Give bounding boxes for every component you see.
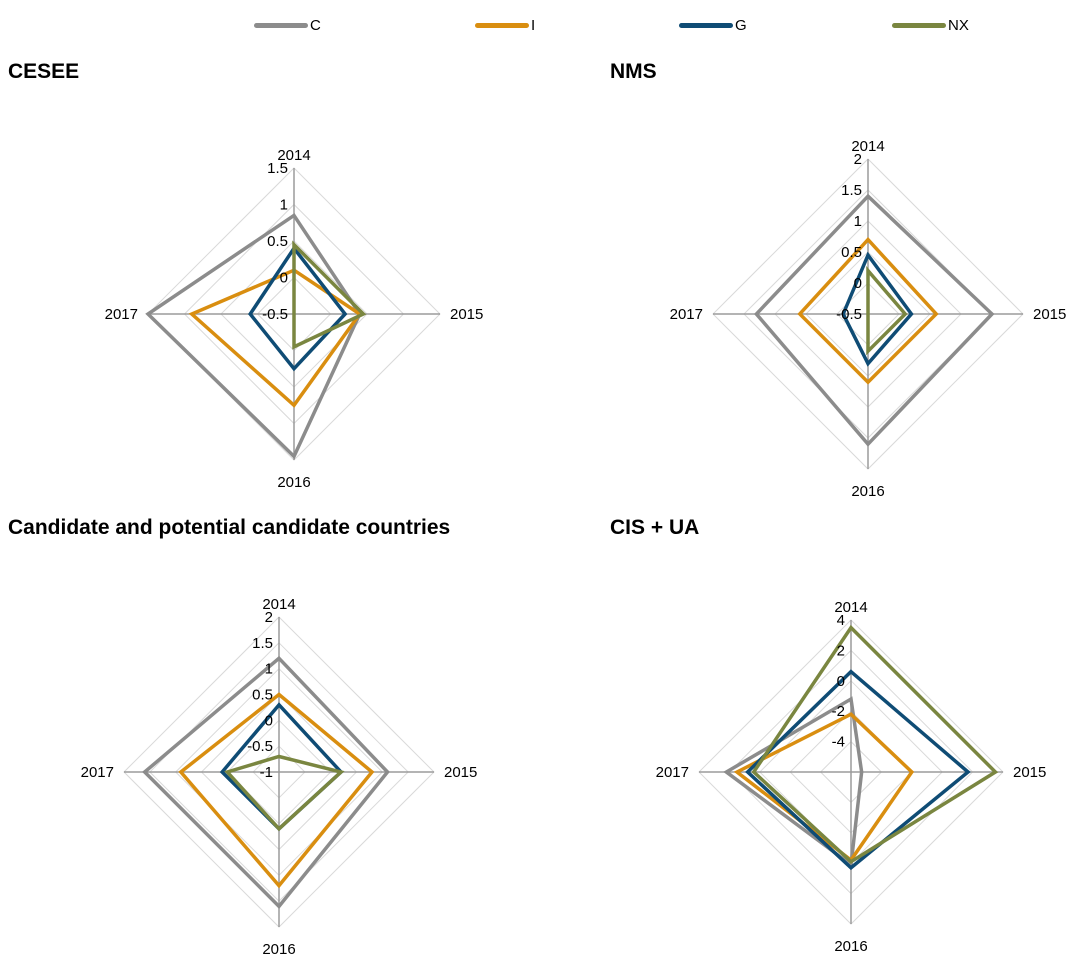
category-label-2014: 2014 — [277, 147, 310, 164]
category-label-2015: 2015 — [1013, 764, 1046, 781]
tick-label: 1.5 — [841, 182, 862, 199]
tick-label: -0.5 — [836, 306, 862, 323]
legend-item-nx: NX — [892, 10, 969, 40]
legend-swatch-g — [679, 22, 733, 28]
category-label-2015: 2015 — [450, 306, 483, 323]
category-label-2016: 2016 — [851, 483, 884, 500]
series-line-nx — [292, 240, 367, 350]
legend-label-g: G — [735, 16, 747, 34]
category-label-2016: 2016 — [262, 941, 295, 954]
legend-item-g: G — [679, 10, 747, 40]
series-line-nx — [224, 754, 345, 832]
series-line-c — [145, 213, 362, 460]
category-label-2015: 2015 — [1033, 306, 1066, 323]
category-label-2017: 2017 — [81, 764, 114, 781]
category-label-2017: 2017 — [105, 306, 138, 323]
series-line-nx — [751, 624, 999, 864]
series-line-g — [745, 669, 971, 871]
series-line-nx — [866, 265, 908, 356]
category-label-2014: 2014 — [262, 596, 295, 613]
series-line-i — [188, 268, 363, 408]
tick-label: 1.5 — [267, 160, 288, 177]
series-line-c — [754, 193, 995, 447]
category-label-2017: 2017 — [656, 764, 689, 781]
tick-label: 0 — [280, 270, 288, 287]
tick-label: 2 — [265, 609, 273, 626]
category-label-2016: 2016 — [277, 474, 310, 491]
series-line-g — [841, 251, 914, 367]
tick-label: -2 — [832, 703, 845, 720]
legend-swatch-nx — [892, 22, 946, 28]
tick-label: 0 — [837, 673, 845, 690]
tick-label: 2 — [854, 151, 862, 168]
tick-label: 0.5 — [252, 687, 273, 704]
legend-label-nx: NX — [948, 16, 969, 34]
tick-label: 1 — [265, 661, 273, 678]
panel-title-cesee: CESEE — [8, 60, 80, 83]
tick-label: -0.5 — [262, 306, 288, 323]
category-label-2015: 2015 — [444, 764, 477, 781]
tick-label: -1 — [260, 764, 273, 781]
legend-item-c: C — [254, 10, 321, 40]
tick-label: -0.5 — [247, 738, 273, 755]
legend-swatch-c — [254, 22, 308, 28]
tick-label: 1.5 — [252, 635, 273, 652]
tick-label: 2 — [837, 642, 845, 659]
tick-label: 0 — [265, 712, 273, 729]
category-label-2014: 2014 — [834, 599, 867, 616]
legend-label-i: I — [531, 16, 536, 34]
panel-title-nms: NMS — [610, 60, 657, 83]
series-line-g — [248, 245, 348, 372]
legend-item-i: I — [475, 10, 535, 40]
category-label-2016: 2016 — [834, 938, 867, 954]
category-label-2017: 2017 — [670, 306, 703, 323]
category-label-2014: 2014 — [851, 138, 884, 155]
series-line-c — [142, 655, 390, 909]
tick-label: 0.5 — [841, 244, 862, 261]
tick-label: 0 — [854, 275, 862, 292]
legend-label-c: C — [310, 16, 321, 34]
panel-title-candidate-countries: Candidate and potential candidate countr… — [8, 516, 451, 539]
tick-label: 0.5 — [267, 233, 288, 250]
tick-label: 4 — [837, 612, 845, 629]
series-line-c — [723, 696, 864, 868]
tick-label: -4 — [832, 734, 845, 751]
tick-label: 1 — [854, 213, 862, 230]
tick-label: 1 — [280, 197, 288, 214]
legend: C I G NX — [0, 10, 1071, 40]
series-line-i — [178, 692, 375, 889]
series-line-i — [797, 237, 939, 385]
legend-swatch-i — [475, 22, 529, 28]
panel-title-cis-ua: CIS + UA — [610, 516, 700, 539]
